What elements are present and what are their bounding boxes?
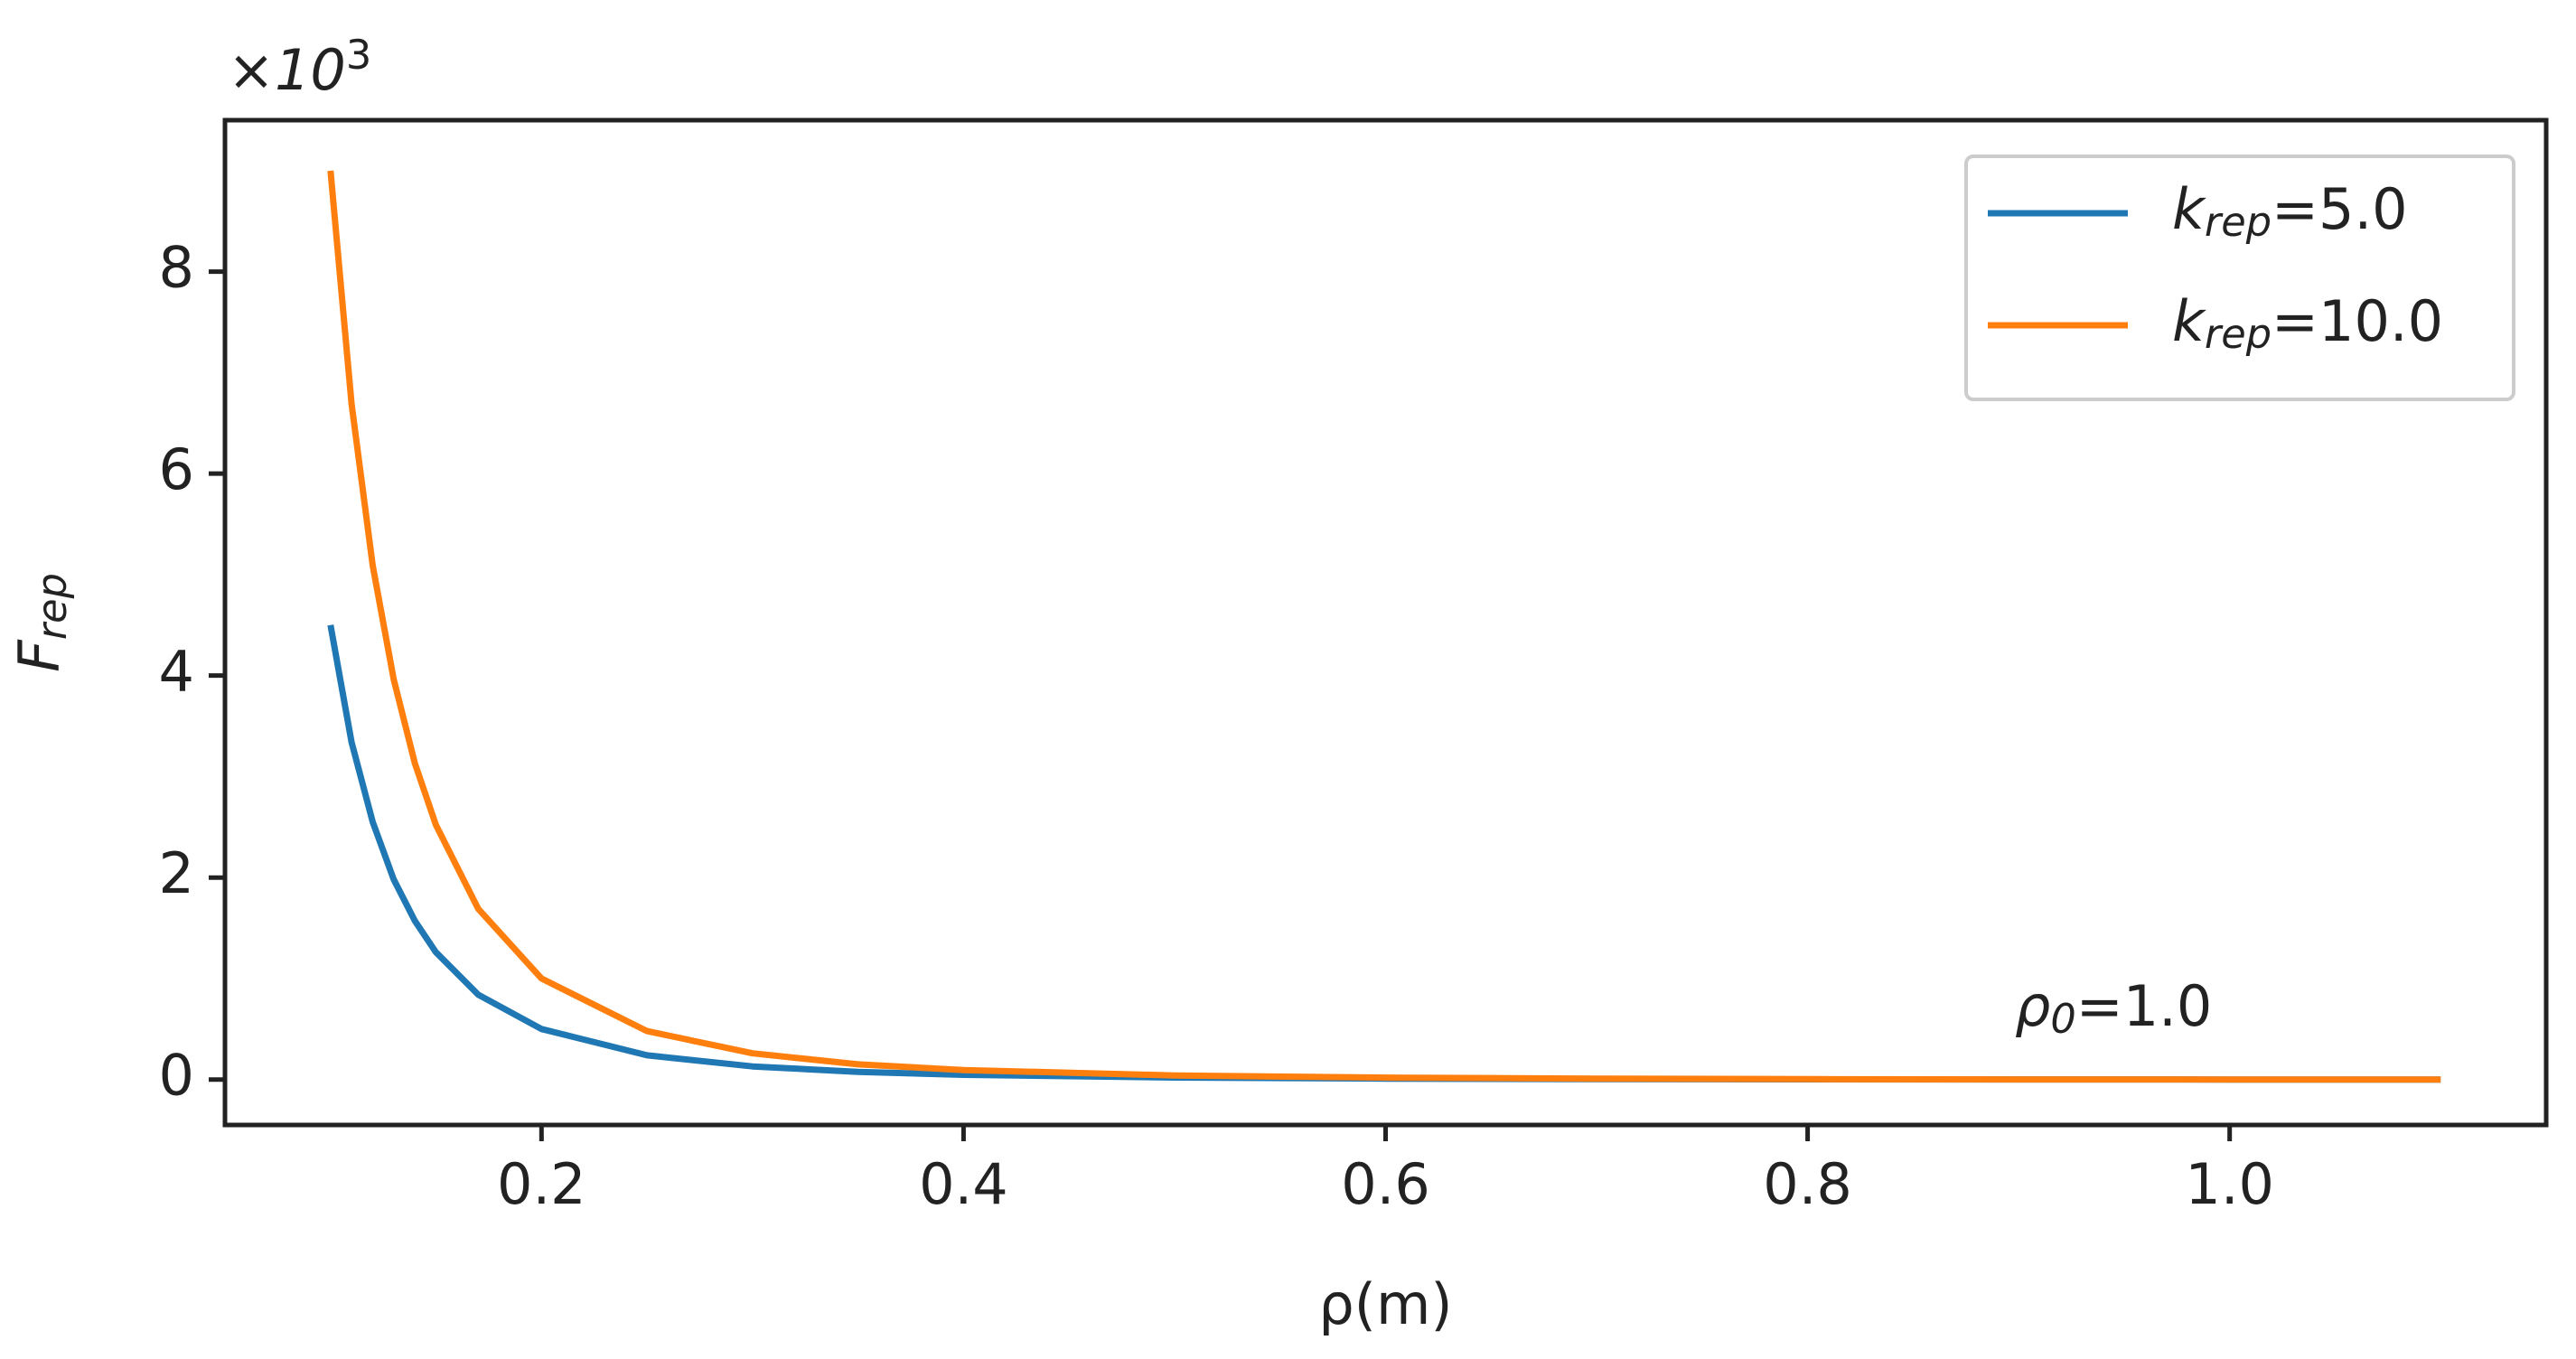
x-tick-label: 1.0 xyxy=(2185,1151,2274,1217)
y-tick-label: 0 xyxy=(159,1043,194,1109)
legend-label: krep=5.0 xyxy=(2172,176,2408,246)
x-tick-label: 0.6 xyxy=(1341,1151,1430,1217)
y-tick-label: 6 xyxy=(159,436,194,502)
x-tick-label: 0.4 xyxy=(919,1151,1008,1217)
y-tick-label: 2 xyxy=(159,840,194,906)
x-tick-label: 0.8 xyxy=(1763,1151,1852,1217)
y-axis-label: Frep xyxy=(6,573,76,672)
series-line xyxy=(327,170,2441,1083)
annotation: ρ0=1.0 xyxy=(2015,973,2212,1043)
legend-box xyxy=(1964,155,2515,401)
plot-frame xyxy=(222,117,2549,1128)
y-tick-label: 4 xyxy=(159,639,194,705)
legend-label: krep=10.0 xyxy=(2172,288,2443,358)
y-tick-label: 8 xyxy=(159,235,194,301)
x-tick-label: 0.2 xyxy=(497,1151,586,1217)
y-offset-label: ×103 xyxy=(228,32,371,103)
x-axis-label: ρ(m) xyxy=(1318,1271,1452,1337)
